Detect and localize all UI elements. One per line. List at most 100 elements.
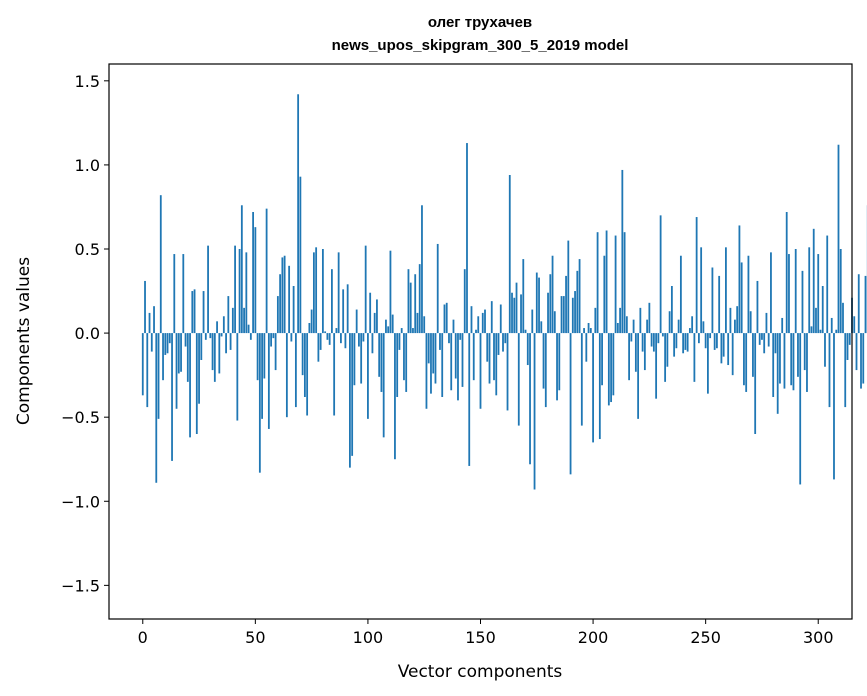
bar-272 — [754, 333, 757, 434]
bar-287 — [788, 254, 790, 334]
bar-296 — [808, 247, 811, 334]
bar-223 — [643, 333, 646, 371]
x-tick-label: 300 — [803, 628, 834, 647]
bar-291 — [797, 333, 799, 377]
bar-316 — [853, 316, 856, 334]
y-tick-label: −0.5 — [61, 408, 100, 427]
bar-248 — [700, 247, 703, 334]
bar-85 — [333, 333, 336, 416]
bar-175 — [535, 272, 538, 334]
bar-221 — [639, 307, 642, 334]
bar-121 — [414, 274, 417, 334]
bar-164 — [511, 292, 513, 334]
bar-214 — [623, 232, 626, 334]
bar-200 — [592, 333, 594, 443]
bar-61 — [279, 274, 282, 334]
bar-2 — [146, 333, 149, 408]
bar-156 — [493, 333, 495, 381]
bar-52 — [258, 333, 261, 473]
y-tick-label: −1.0 — [61, 492, 100, 511]
bar-158 — [497, 333, 500, 355]
bar-132 — [439, 333, 441, 350]
bar-208 — [610, 333, 612, 403]
bar-90 — [344, 333, 347, 349]
bar-32 — [213, 333, 216, 382]
bar-57 — [270, 333, 273, 347]
bar-96 — [358, 333, 360, 347]
bar-224 — [646, 319, 649, 334]
bar-172 — [529, 333, 531, 465]
bar-201 — [594, 307, 597, 334]
bar-98 — [362, 333, 365, 342]
bar-210 — [614, 235, 617, 334]
bar-312 — [844, 333, 847, 408]
bar-192 — [574, 291, 576, 334]
bar-107 — [382, 333, 385, 438]
bar-10 — [164, 333, 167, 355]
bar-269 — [747, 255, 750, 334]
bar-321 — [864, 275, 867, 334]
bar-187 — [562, 296, 565, 334]
bar-319 — [860, 333, 862, 389]
bar-220 — [637, 333, 640, 419]
bar-226 — [650, 333, 653, 347]
bar-53 — [261, 333, 263, 419]
bar-279 — [770, 252, 772, 334]
bar-45 — [243, 307, 245, 334]
bar-294 — [803, 333, 806, 371]
bar-299 — [815, 307, 817, 334]
bar-254 — [713, 333, 716, 350]
bar-219 — [634, 333, 637, 372]
bar-11 — [166, 333, 169, 354]
bar-4 — [150, 333, 153, 352]
bar-37 — [225, 333, 227, 354]
bar-100 — [367, 333, 369, 419]
bar-137 — [450, 333, 453, 391]
bar-211 — [616, 323, 619, 334]
bar-245 — [693, 333, 696, 382]
bar-273 — [756, 280, 759, 334]
bar-135 — [445, 302, 448, 334]
bar-34 — [218, 333, 221, 374]
x-tick-label: 200 — [578, 628, 609, 647]
bar-29 — [207, 245, 209, 334]
bar-167 — [517, 333, 520, 426]
bar-155 — [490, 301, 493, 334]
bar-84 — [331, 269, 333, 334]
bar-38 — [227, 296, 230, 334]
bar-283 — [779, 333, 781, 384]
bar-271 — [752, 333, 754, 377]
bar-268 — [745, 333, 748, 392]
bar-141 — [459, 333, 462, 340]
bar-247 — [698, 333, 700, 344]
bar-244 — [691, 316, 694, 334]
bar-197 — [585, 333, 588, 362]
bar-154 — [488, 333, 491, 384]
bar-195 — [580, 333, 583, 426]
bar-28 — [204, 333, 207, 340]
bar-119 — [409, 282, 412, 334]
bar-26 — [200, 333, 203, 360]
bar-69 — [297, 94, 300, 334]
bar-229 — [657, 333, 660, 344]
bar-170 — [524, 329, 527, 334]
bar-212 — [619, 307, 621, 334]
bar-238 — [677, 319, 680, 334]
bar-264 — [736, 306, 739, 334]
bar-114 — [398, 333, 401, 350]
bar-106 — [380, 333, 383, 392]
bar-66 — [290, 333, 293, 342]
bar-104 — [376, 299, 378, 334]
bar-306 — [830, 317, 833, 334]
bar-5 — [153, 306, 155, 334]
bar-276 — [763, 333, 766, 354]
bar-174 — [533, 333, 536, 490]
bar-227 — [652, 333, 655, 352]
bar-93 — [351, 333, 354, 456]
bar-3 — [148, 312, 151, 334]
bar-236 — [673, 333, 676, 357]
bar-130 — [434, 333, 437, 384]
bar-281 — [774, 333, 777, 354]
bar-261 — [729, 307, 732, 334]
bar-317 — [855, 333, 858, 371]
